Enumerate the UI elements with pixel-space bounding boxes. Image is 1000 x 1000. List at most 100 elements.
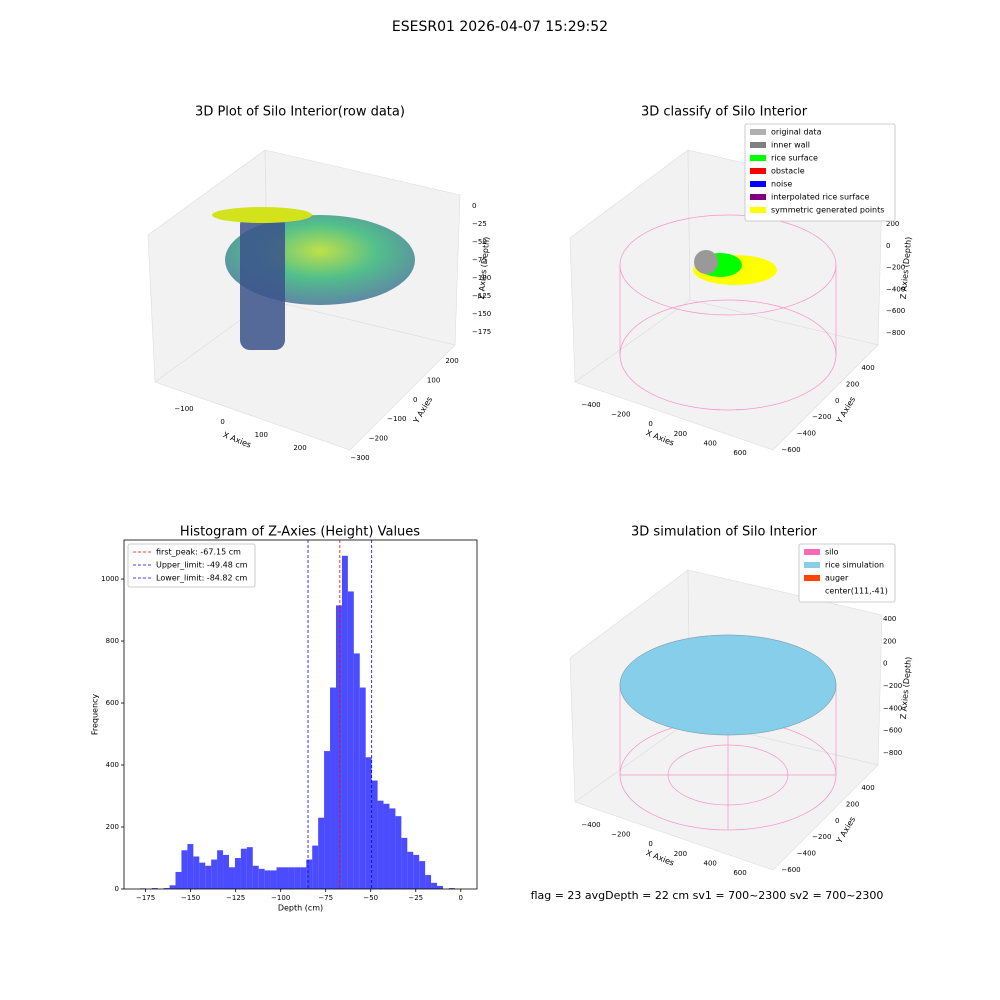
x-tick-label: −100 [174,405,193,413]
x-tick-label: −150 [181,894,200,902]
x-tick-label: 200 [674,430,687,438]
legend-label: first_peak: -67.15 cm [156,548,241,557]
bar [300,867,307,889]
classified-cloud [619,250,837,736]
chart-title: 3D Plot of Silo Interior(row data) [195,105,405,120]
legend-swatch [750,168,766,174]
bar [151,888,158,889]
z-tick-label: −600 [883,727,902,735]
legend-label: noise [771,180,792,189]
y-tick-label: 200 [445,357,458,365]
x-axis-label: X Axies [222,430,253,449]
z-tick-label: −200 [886,264,905,272]
x-axis-label: Depth (cm) [278,904,323,913]
legend-label: Upper_limit: -49.48 cm [156,561,248,570]
legend-swatch [804,562,820,568]
legend-swatch [750,194,766,200]
x-tick-label: 0 [648,840,652,848]
x-tick-label: −400 [581,821,600,829]
bar [347,591,354,889]
y-tick-label: 400 [861,784,874,792]
bar [240,848,247,889]
x-tick-label: 100 [255,431,268,439]
legend-swatch [804,575,820,581]
x-tick-label: −125 [226,894,245,902]
y-tick-label: −200 [812,833,831,841]
bar [163,888,170,889]
y-tick-label: 400 [106,761,119,769]
z-tick-label: −50 [472,238,487,246]
bar [448,888,455,889]
x-tick-label: 200 [293,444,306,452]
bar [294,867,301,889]
point-cloud [212,207,415,350]
legend-label: center(111,-41) [825,587,888,596]
z-tick-label: 0 [472,202,476,210]
bar [217,850,224,889]
z-tick-label: −800 [883,749,902,757]
bar [187,844,194,889]
y-tick-label: −400 [797,850,816,858]
bar [395,816,402,889]
z-axis-label: Z Axies (Depth) [899,236,913,299]
y-tick-label: 800 [106,637,119,645]
z-tick-label: 200 [883,637,896,645]
x-tick-label: 0 [648,420,652,428]
x-tick-label: 0 [459,894,463,902]
x-axis-label: X Axies [645,848,676,867]
z-tick-label: −400 [886,285,905,293]
y-tick-label: −600 [781,866,800,874]
z-tick-label: −175 [472,328,491,336]
legend-swatch [804,549,820,555]
bar [359,687,366,889]
chart-title: Histogram of Z-Axies (Height) Values [180,525,420,540]
bar [419,861,426,889]
bar [288,867,295,889]
legend-swatch [750,142,766,148]
bar [258,868,265,889]
x-tick-label: −175 [136,894,155,902]
z-tick-label: 200 [886,220,899,228]
axes-frame [123,539,478,890]
z-axis-label: Z Axies (Depth) [899,656,913,719]
x-tick-label: 400 [704,859,717,867]
x-tick-label: 200 [674,850,687,858]
y-tick-label: −100 [387,415,406,423]
bar [205,865,212,889]
bar [365,757,372,889]
z-tick-label: 0 [883,660,887,668]
x-tick-label: 0 [220,418,224,426]
bar [413,854,420,889]
z-tick-label: −600 [886,307,905,315]
bar [312,845,319,889]
y-tick-label: 400 [861,364,874,372]
y-tick-label: 100 [427,376,440,384]
bar [330,687,336,889]
y-axis-label: Frequency [91,694,100,736]
bar [389,808,396,889]
legend-label: silo [825,548,839,557]
legend-label: auger [825,574,849,583]
bar [401,837,408,889]
chart-title: 3D simulation of Silo Interior [631,525,818,540]
bar [318,817,325,889]
z-tick-label: −150 [472,310,491,318]
bar [282,867,289,889]
bar [175,871,182,889]
bar [377,800,384,889]
bar [425,875,432,889]
x-tick-label: −50 [363,894,378,902]
z-tick-label: −800 [886,329,905,337]
y-tick-label: −200 [369,435,388,443]
x-tick-label: −75 [318,894,333,902]
bar [193,856,200,889]
legend-swatch [750,181,766,187]
bar [324,751,331,889]
bar [407,851,414,889]
bar [199,862,206,889]
bar [353,653,360,889]
y-tick-label: 0 [835,397,839,405]
bar [335,605,342,889]
z-tick-label: −25 [472,220,487,228]
